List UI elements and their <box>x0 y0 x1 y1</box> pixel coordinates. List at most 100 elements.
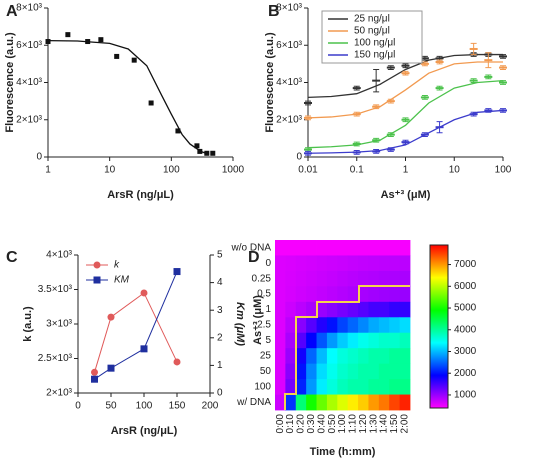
heatmap-cell <box>275 379 286 395</box>
heatmap-cell <box>295 363 307 380</box>
heatmap-cell <box>368 394 380 411</box>
heatmap-cell <box>389 255 401 272</box>
row-label: 0.25 <box>252 273 272 284</box>
colorbar-tick-label: 2000 <box>454 368 477 379</box>
heatmap-cell <box>275 301 286 318</box>
heatmap-cell <box>378 379 390 395</box>
heatmap-cell <box>306 379 317 395</box>
heatmap-cell <box>378 255 390 272</box>
heatmap-cell <box>337 394 349 411</box>
heatmap-cell <box>306 270 317 287</box>
column-label: 1:20 <box>358 414 369 434</box>
fit-curve <box>47 39 209 155</box>
heatmap-cell <box>347 379 359 395</box>
panel-letter: A <box>6 3 18 20</box>
heatmap-cell <box>316 301 328 318</box>
heatmap-cell <box>399 286 411 303</box>
x-axis-label: ArsR (ng/μL) <box>107 189 174 201</box>
y2-tick-label: 5 <box>217 250 223 261</box>
heatmap-cell <box>399 255 411 272</box>
heatmap-cell <box>275 348 286 365</box>
heatmap-cell <box>378 363 390 380</box>
heatmap-cell <box>295 379 307 395</box>
y-axis-label: k (a.u.) <box>22 306 34 342</box>
data-point <box>114 53 120 59</box>
column-label: 0:40 <box>316 414 327 434</box>
heatmap-cell <box>285 363 297 380</box>
data-point <box>140 289 148 297</box>
heatmap-cell <box>389 348 401 365</box>
heatmap-cell <box>337 255 349 272</box>
heatmap-cell <box>399 379 411 395</box>
data-point <box>131 57 137 63</box>
heatmap-cell <box>316 317 328 334</box>
heatmap-cell <box>316 270 328 287</box>
heatmap-cell <box>316 379 328 395</box>
heatmap-cell <box>306 240 317 256</box>
heatmap-cell <box>306 317 317 334</box>
column-label: 0:00 <box>275 414 286 434</box>
x-axis-label: As⁺³ (μM) <box>381 189 431 201</box>
heatmap-cell <box>306 363 317 380</box>
row-label: w/ DNA <box>236 397 271 408</box>
heatmap-cell <box>358 332 369 349</box>
x-tick-label: 200 <box>202 401 219 412</box>
heatmap-cell <box>358 317 369 334</box>
x-tick-label: 100 <box>163 165 180 176</box>
heatmap-cell <box>295 348 307 365</box>
y-tick-label: 4×10³ <box>46 250 73 261</box>
x-tick-label: 100 <box>495 165 512 176</box>
row-label: 2.5 <box>257 320 271 331</box>
heatmap-cell <box>368 240 380 256</box>
heatmap-cell <box>275 332 286 349</box>
heatmap-cell <box>275 394 286 411</box>
y-tick-label: 6×10³ <box>16 40 43 51</box>
legend-label: 25 ng/μl <box>354 14 390 25</box>
data-point <box>65 32 71 38</box>
data-point <box>173 358 181 366</box>
data-point <box>194 143 200 149</box>
y-tick-label: 3.5×10³ <box>38 284 73 295</box>
colorbar-tick-label: 4000 <box>454 324 477 335</box>
y-tick-label: 6×10³ <box>276 40 303 51</box>
heatmap-cell <box>285 240 297 256</box>
heatmap-cell <box>389 394 401 411</box>
heatmap-cell <box>326 348 338 365</box>
x-tick-label: 150 <box>169 401 186 412</box>
heatmap-cell <box>285 348 297 365</box>
heatmap-cell <box>275 317 286 334</box>
heatmap-cell <box>326 240 338 256</box>
legend-label: 50 ng/μl <box>354 26 390 37</box>
column-label: 1:30 <box>368 414 379 434</box>
heatmap-cell <box>378 394 390 411</box>
colorbar <box>429 244 449 409</box>
heatmap-cell <box>399 348 411 365</box>
heatmap-cell <box>399 363 411 380</box>
heatmap-cell <box>275 286 286 303</box>
y-axis-label: Fluorescence (a.u.) <box>4 32 16 133</box>
x-tick-label: 10 <box>104 165 116 176</box>
colorbar-tick-label: 7000 <box>454 259 477 270</box>
fit-curve <box>307 61 503 119</box>
data-point <box>45 39 51 45</box>
heatmap-cell <box>337 317 349 334</box>
x-tick-label: 0 <box>75 401 81 412</box>
heatmap-cell <box>389 317 401 334</box>
heatmap-cell <box>295 332 307 349</box>
heatmap-cell <box>316 348 328 365</box>
x-tick-label: 0.01 <box>298 165 318 176</box>
column-label: 0:50 <box>327 414 338 434</box>
heatmap-cell <box>326 332 338 349</box>
data-point <box>175 128 181 134</box>
y-tick-label: 8×10³ <box>276 3 303 14</box>
heatmap-cell <box>368 301 380 318</box>
heatmap-cell <box>368 332 380 349</box>
heatmap-cell <box>347 348 359 365</box>
heatmap-cell <box>347 240 359 256</box>
heatmap-cell <box>399 240 411 256</box>
heatmap-cell <box>337 348 349 365</box>
heatmap-cell <box>347 286 359 303</box>
heatmap-cell <box>378 348 390 365</box>
x-tick-label: 100 <box>136 401 153 412</box>
heatmap-cell <box>326 255 338 272</box>
